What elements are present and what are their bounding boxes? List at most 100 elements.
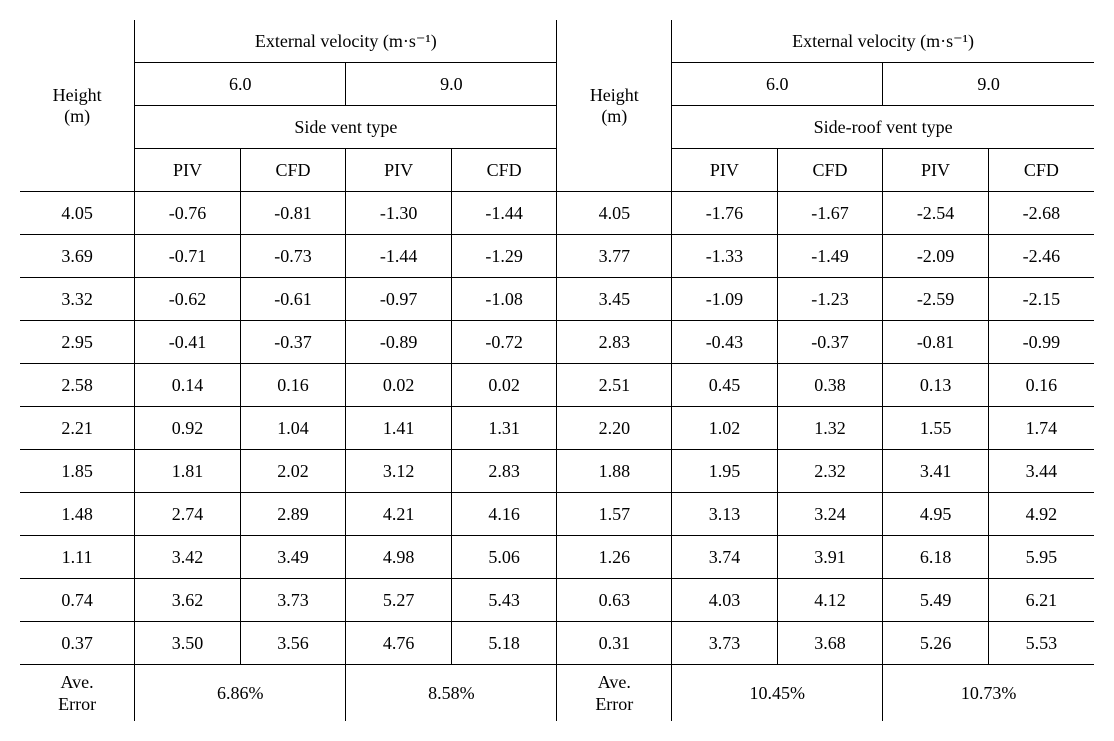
header-cfd: CFD — [777, 149, 883, 192]
data-cell: 3.91 — [777, 536, 883, 579]
data-cell: 4.98 — [346, 536, 452, 579]
data-cell: 3.41 — [883, 450, 989, 493]
data-cell: 3.74 — [672, 536, 778, 579]
data-cell: -1.44 — [451, 192, 557, 235]
data-cell: 0.16 — [240, 364, 346, 407]
height-left-cell: 1.11 — [20, 536, 135, 579]
data-cell: -1.67 — [777, 192, 883, 235]
table-row: 0.373.503.564.765.180.313.733.685.265.53 — [20, 622, 1094, 665]
data-cell: 1.32 — [777, 407, 883, 450]
data-cell: 3.50 — [135, 622, 241, 665]
header-row-1: Height(m) External velocity (m·s⁻¹) Heig… — [20, 20, 1094, 63]
height-right-cell: 1.88 — [557, 450, 672, 493]
height-right-cell: 1.26 — [557, 536, 672, 579]
data-cell: 5.06 — [451, 536, 557, 579]
table-row: 2.580.140.160.020.022.510.450.380.130.16 — [20, 364, 1094, 407]
height-right-cell: 0.63 — [557, 579, 672, 622]
ave-error-row: Ave.Error 6.86% 8.58% Ave.Error 10.45% 1… — [20, 665, 1094, 722]
data-cell: -1.09 — [672, 278, 778, 321]
data-cell: -0.76 — [135, 192, 241, 235]
data-cell: -0.73 — [240, 235, 346, 278]
data-cell: 3.42 — [135, 536, 241, 579]
data-cell: 1.02 — [672, 407, 778, 450]
data-cell: 0.92 — [135, 407, 241, 450]
data-cell: -1.33 — [672, 235, 778, 278]
data-cell: -1.29 — [451, 235, 557, 278]
data-cell: -1.08 — [451, 278, 557, 321]
data-cell: -2.54 — [883, 192, 989, 235]
data-cell: 3.13 — [672, 493, 778, 536]
data-cell: -0.41 — [135, 321, 241, 364]
height-right-cell: 2.51 — [557, 364, 672, 407]
data-cell: 1.95 — [672, 450, 778, 493]
table-row: 2.95-0.41-0.37-0.89-0.722.83-0.43-0.37-0… — [20, 321, 1094, 364]
data-cell: 3.49 — [240, 536, 346, 579]
data-cell: 5.26 — [883, 622, 989, 665]
header-cfd: CFD — [240, 149, 346, 192]
data-cell: 3.12 — [346, 450, 452, 493]
ave-error-right-90: 10.73% — [883, 665, 1094, 722]
data-cell: 5.53 — [988, 622, 1094, 665]
data-cell: -2.15 — [988, 278, 1094, 321]
ave-error-label-right: Ave.Error — [557, 665, 672, 722]
data-cell: 5.27 — [346, 579, 452, 622]
data-cell: 4.21 — [346, 493, 452, 536]
data-cell: 3.56 — [240, 622, 346, 665]
data-cell: 5.43 — [451, 579, 557, 622]
table-row: 3.69-0.71-0.73-1.44-1.293.77-1.33-1.49-2… — [20, 235, 1094, 278]
data-cell: 3.62 — [135, 579, 241, 622]
height-left-cell: 2.95 — [20, 321, 135, 364]
data-cell: -2.59 — [883, 278, 989, 321]
height-right-cell: 3.77 — [557, 235, 672, 278]
data-cell: 0.13 — [883, 364, 989, 407]
table-row: 3.32-0.62-0.61-0.97-1.083.45-1.09-1.23-2… — [20, 278, 1094, 321]
header-cfd: CFD — [451, 149, 557, 192]
height-left-cell: 3.32 — [20, 278, 135, 321]
data-cell: 3.68 — [777, 622, 883, 665]
height-right-cell: 4.05 — [557, 192, 672, 235]
header-vel90-right: 9.0 — [883, 63, 1094, 106]
data-cell: 2.74 — [135, 493, 241, 536]
header-piv: PIV — [883, 149, 989, 192]
data-cell: -0.97 — [346, 278, 452, 321]
data-cell: 0.38 — [777, 364, 883, 407]
height-left-cell: 2.21 — [20, 407, 135, 450]
data-cell: 5.18 — [451, 622, 557, 665]
data-cell: 4.92 — [988, 493, 1094, 536]
data-cell: 1.81 — [135, 450, 241, 493]
height-right-cell: 3.45 — [557, 278, 672, 321]
height-left-cell: 1.48 — [20, 493, 135, 536]
data-cell: -2.09 — [883, 235, 989, 278]
data-cell: 4.03 — [672, 579, 778, 622]
data-cell: -2.68 — [988, 192, 1094, 235]
data-cell: 2.32 — [777, 450, 883, 493]
height-right-cell: 2.83 — [557, 321, 672, 364]
height-right-cell: 2.20 — [557, 407, 672, 450]
data-cell: -0.89 — [346, 321, 452, 364]
data-cell: -1.30 — [346, 192, 452, 235]
data-cell: -0.43 — [672, 321, 778, 364]
data-cell: -0.72 — [451, 321, 557, 364]
data-cell: 2.89 — [240, 493, 346, 536]
table-row: 2.210.921.041.411.312.201.021.321.551.74 — [20, 407, 1094, 450]
table-row: 1.851.812.023.122.831.881.952.323.413.44 — [20, 450, 1094, 493]
velocity-comparison-table: Height(m) External velocity (m·s⁻¹) Heig… — [20, 20, 1094, 721]
height-left-cell: 1.85 — [20, 450, 135, 493]
data-cell: 4.76 — [346, 622, 452, 665]
data-cell: 3.73 — [672, 622, 778, 665]
data-cell: -2.46 — [988, 235, 1094, 278]
data-cell: -0.37 — [240, 321, 346, 364]
data-cell: 5.95 — [988, 536, 1094, 579]
table-row: 4.05-0.76-0.81-1.30-1.444.05-1.76-1.67-2… — [20, 192, 1094, 235]
data-cell: -1.44 — [346, 235, 452, 278]
data-cell: -1.23 — [777, 278, 883, 321]
data-cell: 0.02 — [346, 364, 452, 407]
header-side-roof-vent: Side-roof vent type — [672, 106, 1094, 149]
data-cell: 2.83 — [451, 450, 557, 493]
data-cell: 1.41 — [346, 407, 452, 450]
table-row: 0.743.623.735.275.430.634.034.125.496.21 — [20, 579, 1094, 622]
header-piv: PIV — [346, 149, 452, 192]
table-row: 1.482.742.894.214.161.573.133.244.954.92 — [20, 493, 1094, 536]
data-cell: 0.16 — [988, 364, 1094, 407]
height-right-cell: 0.31 — [557, 622, 672, 665]
